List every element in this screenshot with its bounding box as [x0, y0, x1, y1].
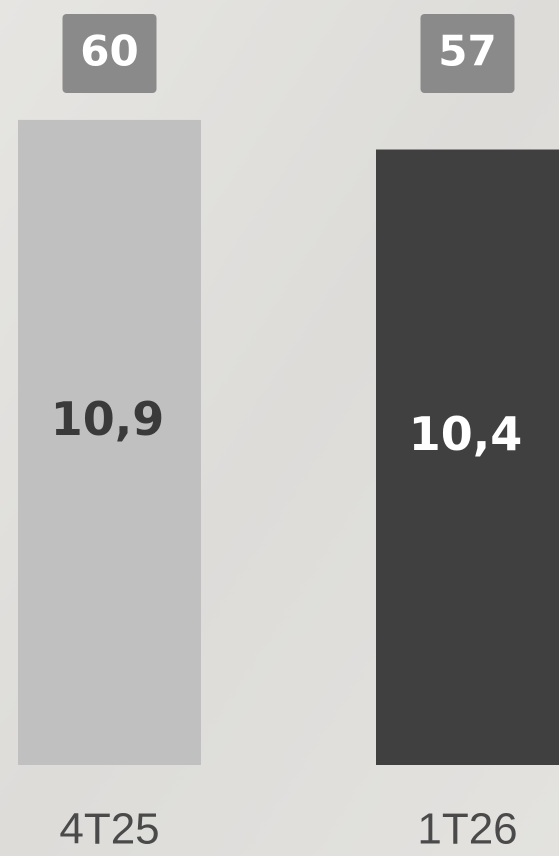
- x-tick-label: 4T25: [59, 805, 159, 854]
- badge: [420, 14, 515, 93]
- badge-label: 57: [438, 27, 496, 76]
- x-tick-label: 1T26: [417, 805, 517, 854]
- value-label: 10,4: [409, 407, 523, 461]
- badge: [62, 14, 157, 93]
- bar: [376, 149, 559, 765]
- bar: [18, 119, 201, 765]
- badge-label: 60: [80, 27, 138, 76]
- value-label: 10,9: [51, 392, 165, 446]
